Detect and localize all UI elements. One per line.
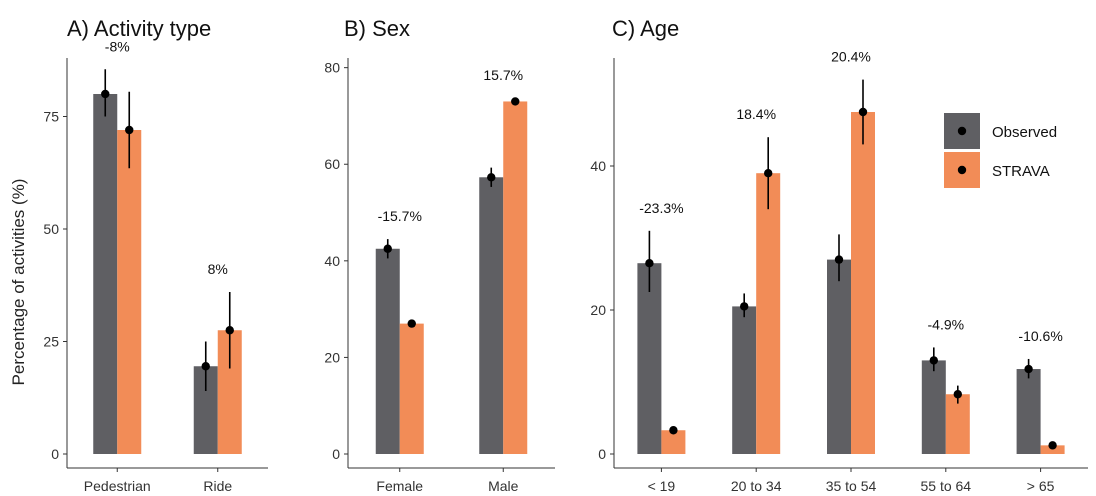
x-tick-label: Male <box>488 478 519 494</box>
difference-annotation: 8% <box>208 261 228 277</box>
observed-bar <box>1016 369 1041 454</box>
x-tick-label: Pedestrian <box>84 478 151 494</box>
x-tick-label: < 19 <box>648 478 676 494</box>
mean-point <box>407 319 416 328</box>
panel-3: C) Age 0 20 40 < 19 -23.3% 20 to 34 18.4% 35 to … <box>590 16 1088 494</box>
legend-label-observed: Observed <box>992 124 1057 141</box>
mean-point <box>487 173 496 182</box>
mean-point <box>225 326 234 335</box>
strava-bar <box>503 101 528 455</box>
legend: Observed STRAVA <box>944 113 1057 188</box>
strava-bar <box>945 394 970 454</box>
mean-point <box>740 302 749 311</box>
mean-point <box>1048 441 1057 450</box>
mean-point <box>383 244 392 253</box>
panel-1: A) Activity type 0 25 50 75 Pedestrian -8% Ride… <box>43 16 268 494</box>
y-tick-label: 0 <box>51 446 59 462</box>
observed-bar <box>732 306 757 454</box>
mean-point <box>511 97 520 106</box>
y-tick-label: 50 <box>43 221 59 237</box>
legend-point-strava <box>957 165 967 175</box>
panel-title: A) Activity type <box>67 16 211 41</box>
mean-point <box>1024 364 1033 374</box>
y-tick-label: 60 <box>324 156 340 172</box>
mean-point <box>929 356 938 365</box>
difference-annotation: -23.3% <box>639 200 683 216</box>
y-tick-label: 20 <box>590 302 606 318</box>
difference-annotation: 18.4% <box>736 106 776 122</box>
mean-point <box>764 169 773 178</box>
panel-title: B) Sex <box>344 16 410 41</box>
legend-point-observed <box>957 126 967 136</box>
y-tick-label: 20 <box>324 349 340 365</box>
mean-point <box>858 107 868 117</box>
observed-bar <box>375 248 400 454</box>
x-tick-label: Ride <box>203 478 232 494</box>
mean-point <box>201 362 210 371</box>
difference-annotation: 15.7% <box>483 67 523 83</box>
observed-bar <box>93 94 118 454</box>
observed-bar <box>827 259 851 454</box>
x-tick-label: 55 to 64 <box>920 478 971 494</box>
observed-bar <box>637 263 662 454</box>
y-tick-label: 80 <box>324 60 340 76</box>
x-tick-label: 35 to 54 <box>826 478 877 494</box>
chart-panels: A) Activity type 0 25 50 75 Pedestrian -8% Ride… <box>43 16 1088 494</box>
mean-point <box>125 125 134 135</box>
y-tick-label: 0 <box>598 446 606 462</box>
mean-point <box>953 390 962 399</box>
difference-annotation: -4.9% <box>928 316 965 332</box>
strava-bar <box>756 173 781 454</box>
mean-point <box>101 89 110 99</box>
strava-bar <box>661 430 686 454</box>
strava-bar <box>1040 445 1065 454</box>
difference-annotation: 20.4% <box>831 49 871 65</box>
x-tick-label: Female <box>376 478 423 494</box>
x-tick-label: > 65 <box>1027 478 1055 494</box>
mean-point <box>645 259 654 268</box>
panel-2: B) Sex 0 20 40 60 80 Female -15.7% Male 15.7% <box>324 16 555 494</box>
x-tick-label: 20 to 34 <box>731 478 782 494</box>
y-tick-label: 75 <box>43 109 59 125</box>
y-tick-label: 0 <box>332 446 340 462</box>
y-tick-label: 40 <box>590 158 606 174</box>
difference-annotation: -8% <box>105 38 130 54</box>
y-tick-label: 25 <box>43 334 59 350</box>
y-tick-label: 40 <box>324 253 340 269</box>
panel-title: C) Age <box>612 16 679 41</box>
strava-bar <box>851 112 875 454</box>
mean-point <box>834 255 844 264</box>
difference-annotation: -15.7% <box>378 208 422 224</box>
strava-bar <box>117 130 142 454</box>
mean-point <box>669 426 678 435</box>
y-axis-label: Percentage of activities (%) <box>9 179 28 386</box>
legend-label-strava: STRAVA <box>992 163 1050 180</box>
strava-bar <box>399 323 424 454</box>
difference-annotation: -10.6% <box>1018 328 1062 344</box>
observed-bar <box>479 177 504 454</box>
observed-bar <box>921 360 946 454</box>
